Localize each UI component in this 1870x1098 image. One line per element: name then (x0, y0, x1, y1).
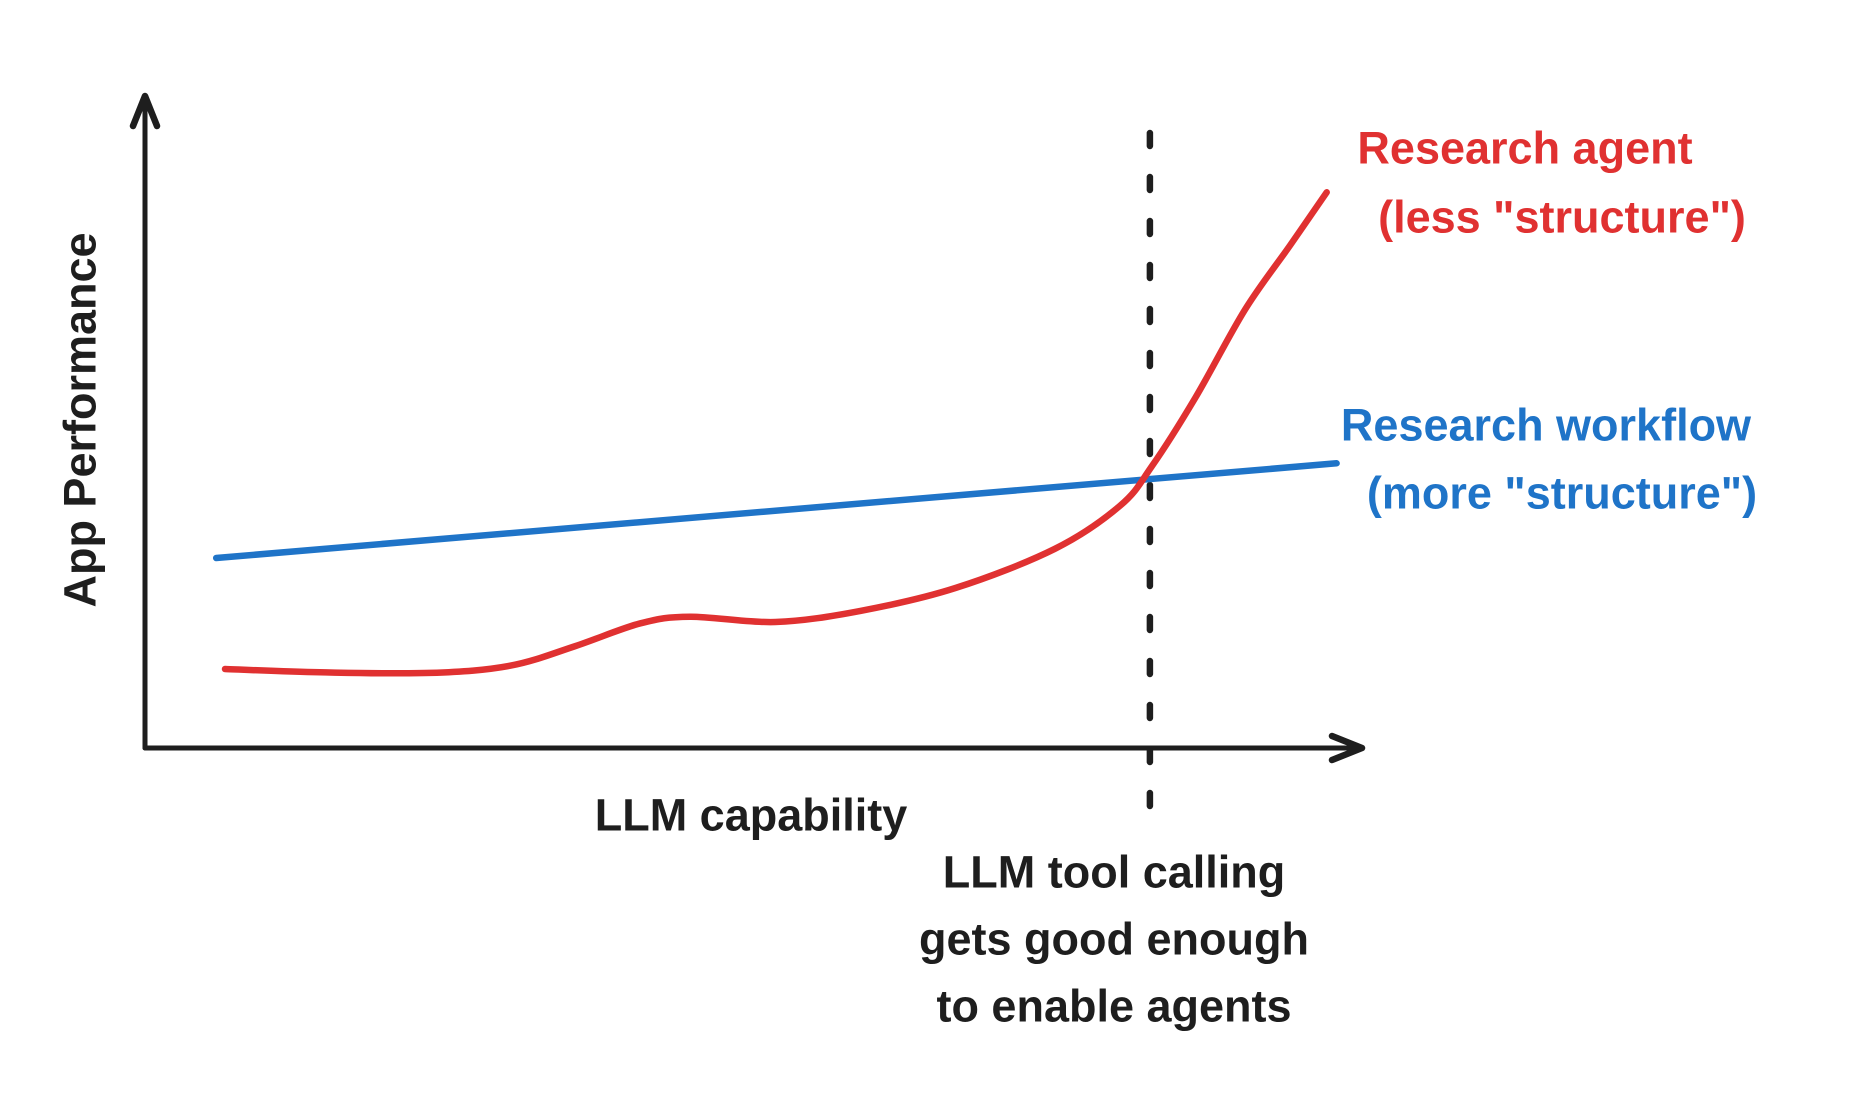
threshold-annotation-line-2: gets good enough (919, 914, 1309, 965)
workflow-series-label-line-2: (more "structure") (1367, 468, 1757, 519)
x-axis-arrowhead-icon (1328, 732, 1366, 764)
agent-series-label-line-2: (less "structure") (1378, 192, 1746, 243)
y-axis-label: App Performance (55, 232, 106, 607)
workflow-series-label-line-1: Research workflow (1341, 400, 1752, 451)
threshold-annotation-line-1: LLM tool calling (943, 847, 1285, 898)
x-axis-label: LLM capability (595, 790, 908, 841)
workflow-line (212, 460, 1340, 562)
y-axis-arrowhead-icon (129, 92, 161, 130)
agent-curve (221, 189, 1330, 677)
threshold-annotation-line-3: to enable agents (936, 981, 1291, 1032)
agent-series-label-line-1: Research agent (1357, 123, 1692, 174)
